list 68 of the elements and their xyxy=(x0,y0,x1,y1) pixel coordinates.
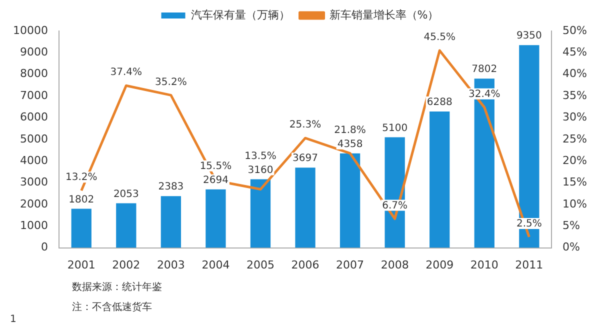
x-tick-label: 2011 xyxy=(515,258,544,272)
y-tick-label: 0 xyxy=(40,240,48,254)
y-tick-label: 4000 xyxy=(20,154,48,167)
data-label: 6288 xyxy=(426,97,452,108)
y2-tick-label: 20% xyxy=(562,154,588,167)
y-tick-label: 7000 xyxy=(20,88,48,102)
data-label: 2383 xyxy=(158,182,184,193)
y2-tick-label: 40% xyxy=(562,67,588,80)
y-tick-label: 5000 xyxy=(20,132,48,146)
legend-label: 汽车保有量（万辆） xyxy=(190,8,290,22)
x-tick-label: 2006 xyxy=(291,258,320,272)
data-label: 3697 xyxy=(292,153,318,164)
data-label: 45.5% xyxy=(424,32,456,44)
bar xyxy=(519,45,540,248)
bar xyxy=(71,208,92,248)
data-label: 6.7% xyxy=(382,200,408,212)
x-tick-label: 2003 xyxy=(156,258,185,272)
y-tick-label: 1000 xyxy=(20,218,48,232)
data-label: 9350 xyxy=(516,30,542,42)
y-tick-label: 2000 xyxy=(20,197,48,210)
y-tick-label: 3000 xyxy=(20,176,48,189)
data-label: 32.4% xyxy=(468,88,500,100)
data-label: 25.3% xyxy=(289,120,322,131)
x-tick-label: 2004 xyxy=(202,258,230,272)
x-tick-label: 2009 xyxy=(426,258,454,272)
bar xyxy=(250,179,271,248)
y2-tick-label: 5% xyxy=(562,218,580,232)
y2-tick-label: 25% xyxy=(562,132,588,146)
x-tick-label: 2008 xyxy=(380,258,409,272)
data-label: 37.4% xyxy=(110,67,142,78)
data-label: 13.5% xyxy=(244,150,276,162)
x-tick-label: 2007 xyxy=(336,258,364,272)
y-tick-label: 10000 xyxy=(12,24,48,37)
y2-tick-label: 50% xyxy=(562,24,588,37)
source-note: 数据来源：统计年鉴 xyxy=(72,280,162,294)
bar xyxy=(340,153,360,248)
x-tick-label: 2005 xyxy=(246,258,274,272)
data-label: 3160 xyxy=(248,164,274,176)
data-label: 5100 xyxy=(382,122,408,134)
y2-tick-label: 35% xyxy=(562,88,588,102)
bar xyxy=(430,111,450,248)
y2-tick-label: 45% xyxy=(562,46,588,59)
x-tick-label: 2002 xyxy=(112,258,140,272)
bar xyxy=(116,203,136,248)
data-label: 7802 xyxy=(472,64,498,76)
data-label: 35.2% xyxy=(155,76,187,88)
data-label: 4358 xyxy=(337,138,363,150)
x-tick-label: 2001 xyxy=(67,258,96,272)
text: 注：不含低速货车 xyxy=(72,300,152,314)
x-tick-label: 2010 xyxy=(470,258,498,272)
data-label: 13.2% xyxy=(65,172,98,184)
text: 1 xyxy=(10,314,16,325)
data-label: 21.8% xyxy=(334,124,366,136)
data-label: 2.5% xyxy=(516,218,542,230)
y-tick-label: 9000 xyxy=(20,46,48,59)
bar xyxy=(206,189,226,248)
data-label: 15.5% xyxy=(200,160,232,172)
y2-tick-label: 0% xyxy=(562,240,580,254)
y-tick-label: 8000 xyxy=(20,67,48,80)
y2-tick-label: 15% xyxy=(562,176,588,189)
y2-tick-label: 10% xyxy=(562,197,588,210)
data-label: 2053 xyxy=(113,188,139,200)
legend-label: 新车销量增长率（%） xyxy=(329,8,439,22)
y-tick-label: 6000 xyxy=(20,110,48,124)
bar xyxy=(295,168,316,248)
y2-tick-label: 30% xyxy=(562,110,588,124)
data-label: 1802 xyxy=(68,194,94,206)
bar xyxy=(160,196,182,248)
